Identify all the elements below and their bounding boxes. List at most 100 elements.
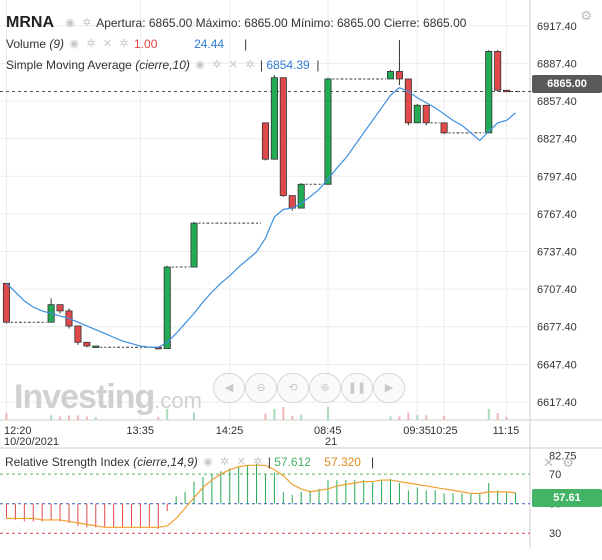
candle-up	[386, 71, 395, 80]
reset-icon[interactable]: ⟲	[277, 373, 309, 403]
candle-up	[163, 266, 171, 349]
volume-value-avg: 24.44	[194, 37, 225, 51]
volume-bar	[443, 416, 446, 420]
rsi-close-icon[interactable]: ✕	[543, 455, 554, 470]
price-tick-label: 6767.40	[537, 209, 577, 221]
rsi-panel	[0, 463, 530, 534]
volume-bar	[5, 413, 8, 420]
volume-bar	[67, 415, 70, 420]
pause-icon[interactable]: ❚❚	[341, 373, 373, 403]
chart-settings-icon[interactable]: ⚙	[580, 8, 592, 23]
candle-up	[92, 345, 100, 348]
sma-polyline	[6, 87, 516, 348]
rsi-signal-value: 57.320	[324, 455, 361, 469]
volume-label: Volume	[6, 37, 47, 51]
rsi-label: Relative Strength Index	[5, 455, 130, 469]
price-tick-label: 6707.40	[537, 284, 577, 296]
candle-down	[494, 50, 502, 91]
volume-bars	[5, 407, 508, 420]
candle-down	[404, 78, 412, 124]
time-tick-label: 12:20	[4, 425, 32, 437]
separator: |	[244, 37, 248, 51]
gear-icon[interactable]: ✲	[253, 456, 263, 468]
eye-icon[interactable]: ◉	[195, 59, 205, 71]
candle-down	[279, 77, 287, 196]
chevron-left-icon[interactable]: ◀	[213, 373, 245, 403]
time-tick-label: 14:25	[216, 425, 244, 437]
gear-icon[interactable]: ✲	[212, 59, 222, 71]
current-price-box: 6865.00	[532, 75, 602, 93]
candle-down	[422, 104, 430, 124]
zoom-out-icon[interactable]: ⊖	[245, 373, 277, 403]
sma-value: 6854.39	[266, 58, 310, 72]
ohlc-values: Apertura: 6865.00 Máximo: 6865.00 Mínimo…	[96, 16, 467, 30]
logo-suffix: .com	[154, 388, 202, 413]
price-tick-label: 6797.40	[537, 171, 577, 183]
gear-icon[interactable]: ✲	[86, 38, 96, 50]
volume-bar	[157, 416, 160, 420]
gear-icon[interactable]: ✲	[220, 456, 230, 468]
rsi-settings-icon[interactable]: ⚙	[562, 455, 574, 470]
volume-bar	[166, 408, 169, 420]
time-tick-sublabel: 10/20/2021	[4, 436, 59, 448]
price-tick-label: 6917.40	[537, 21, 577, 33]
separator: |	[259, 58, 263, 72]
investing-logo: Investing.com	[14, 378, 202, 417]
rsi-param: (cierre,14,9)	[133, 455, 198, 469]
eye-icon[interactable]: ◉	[65, 17, 75, 29]
sma-line	[6, 87, 516, 348]
zoom-in-icon[interactable]: ⊕	[309, 373, 341, 403]
volume-bar	[505, 416, 508, 420]
candle-down	[83, 341, 91, 347]
rsi-current-box: 57.61	[532, 489, 602, 507]
candle-up	[413, 104, 421, 124]
separator: |	[267, 455, 271, 469]
candle-down	[56, 304, 64, 312]
candle-up	[485, 50, 493, 134]
gear-icon[interactable]: ✲	[119, 38, 129, 50]
time-tick-sublabel: 21	[325, 436, 337, 448]
volume-bar	[94, 417, 97, 420]
gear-icon[interactable]: ✲	[245, 59, 255, 71]
close-icon[interactable]: ✕	[228, 59, 238, 71]
candle-up	[270, 77, 278, 160]
volume-bar	[50, 415, 53, 420]
volume-bar	[264, 413, 267, 420]
candle-down	[2, 282, 10, 323]
rsi-value: 57.612	[274, 455, 311, 469]
volume-bar	[326, 407, 329, 420]
candle-up	[190, 222, 198, 268]
volume-bar	[398, 416, 401, 420]
eye-icon[interactable]: ◉	[203, 456, 213, 468]
price-tick-label: 6647.40	[537, 359, 577, 371]
rsi-signal-line	[6, 464, 516, 528]
separator: |	[371, 455, 375, 469]
price-tick-label: 6677.40	[537, 322, 577, 334]
gear-icon[interactable]: ✲	[82, 17, 92, 29]
time-tick-label: 08:45	[314, 425, 342, 437]
price-tick-label: 6827.40	[537, 134, 577, 146]
chevron-right-icon[interactable]: ▶	[373, 373, 405, 403]
chart-legend: MRNA ◉ ✲ Apertura: 6865.00 Máximo: 6865.…	[6, 12, 526, 78]
volume-param: (9)	[49, 37, 65, 51]
symbol-label: MRNA	[6, 14, 54, 31]
candle-up	[297, 183, 305, 209]
eye-icon[interactable]: ◉	[69, 38, 79, 50]
volume-bar	[85, 416, 88, 420]
close-icon[interactable]: ✕	[102, 38, 113, 50]
volume-bar	[389, 416, 392, 420]
candlestick-series	[2, 40, 520, 350]
price-tick-label: 6617.40	[537, 397, 577, 409]
rsi-tick-label: 30	[549, 528, 561, 540]
candle-down	[74, 325, 82, 343]
volume-value-down: 1.00	[134, 37, 158, 51]
candle-up	[324, 78, 332, 185]
rsi-tick-label: 82.75	[549, 450, 577, 462]
price-axis[interactable]: 6917.40 6887.40 6857.40 6827.40 6797.40 6767.…	[537, 21, 577, 409]
volume-bar	[291, 415, 294, 420]
chart-navigation: ◀ ⊖ ⟲ ⊕ ❚❚ ▶	[213, 373, 407, 403]
volume-bar	[496, 413, 499, 420]
close-icon[interactable]: ✕	[236, 456, 246, 468]
